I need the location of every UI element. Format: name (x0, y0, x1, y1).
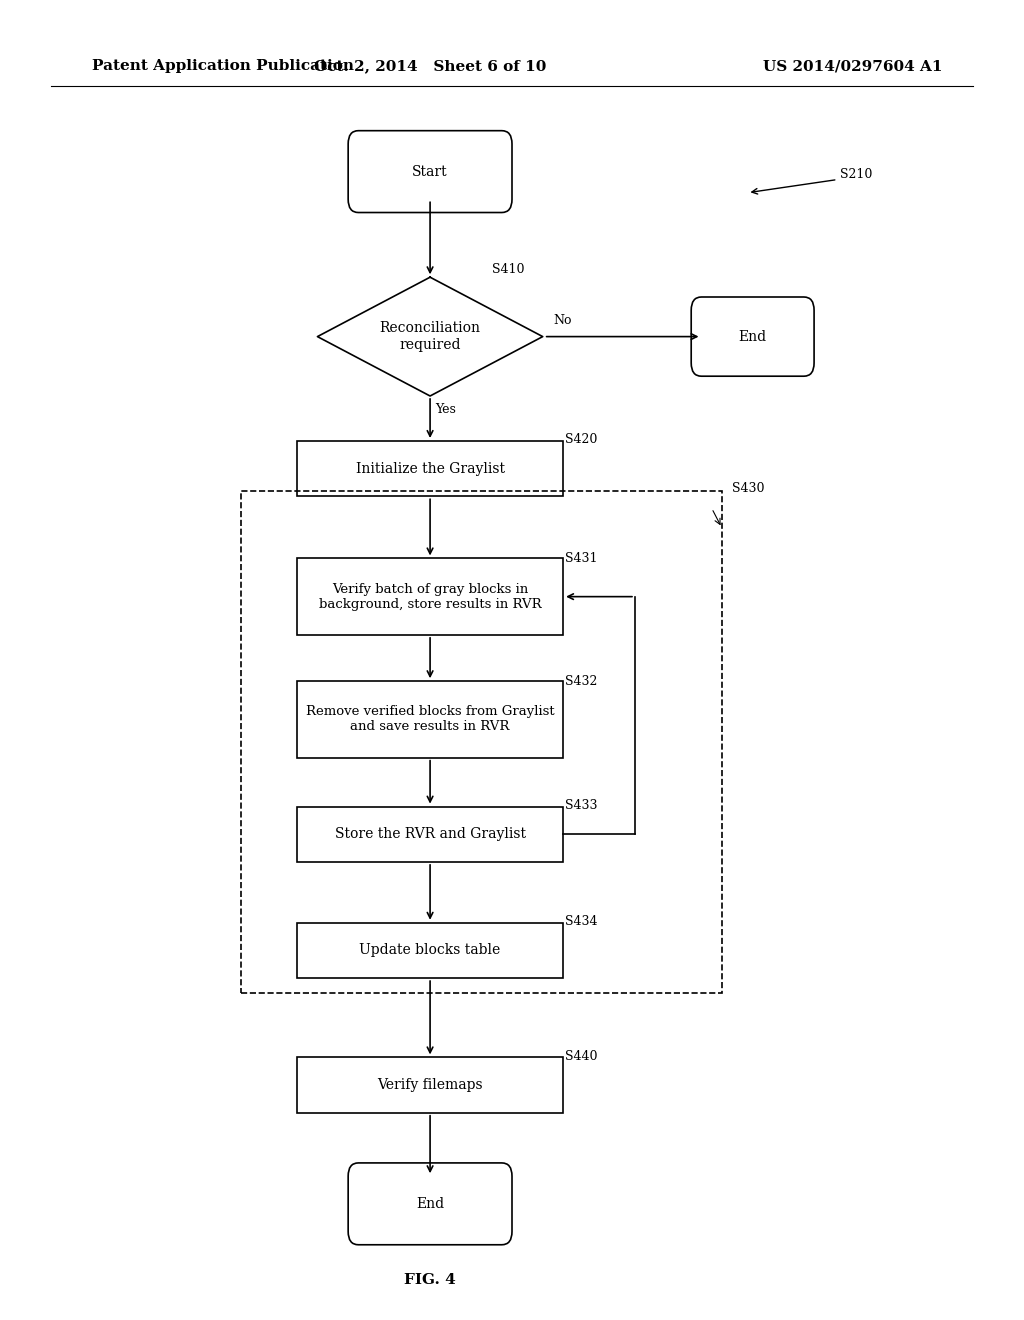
Text: Yes: Yes (435, 403, 456, 416)
Text: Start: Start (413, 165, 447, 178)
Text: S434: S434 (565, 915, 598, 928)
Text: Verify batch of gray blocks in
background, store results in RVR: Verify batch of gray blocks in backgroun… (318, 582, 542, 611)
Bar (297, 441, 563, 496)
Bar (241, 491, 722, 993)
Text: No: No (553, 314, 571, 327)
Text: FIG. 4: FIG. 4 (404, 1274, 456, 1287)
Text: S431: S431 (565, 552, 598, 565)
Text: S432: S432 (565, 675, 598, 688)
Text: End: End (738, 330, 767, 343)
Text: Remove verified blocks from Graylist
and save results in RVR: Remove verified blocks from Graylist and… (306, 705, 554, 734)
Bar (297, 1057, 563, 1113)
Text: S420: S420 (565, 433, 598, 446)
Text: Patent Application Publication: Patent Application Publication (92, 59, 354, 74)
FancyBboxPatch shape (348, 131, 512, 213)
Text: Initialize the Graylist: Initialize the Graylist (355, 462, 505, 475)
Bar (297, 923, 563, 978)
FancyBboxPatch shape (691, 297, 814, 376)
Text: End: End (416, 1197, 444, 1210)
Text: S210: S210 (840, 168, 872, 181)
Text: S433: S433 (565, 799, 598, 812)
Bar (297, 681, 563, 758)
Text: US 2014/0297604 A1: US 2014/0297604 A1 (763, 59, 942, 74)
Text: Verify filemaps: Verify filemaps (377, 1078, 483, 1092)
Text: Update blocks table: Update blocks table (359, 944, 501, 957)
Text: S430: S430 (732, 482, 765, 495)
Text: Oct. 2, 2014   Sheet 6 of 10: Oct. 2, 2014 Sheet 6 of 10 (314, 59, 546, 74)
Text: Store the RVR and Graylist: Store the RVR and Graylist (335, 828, 525, 841)
FancyBboxPatch shape (348, 1163, 512, 1245)
Text: Reconciliation
required: Reconciliation required (380, 322, 480, 351)
Bar (297, 807, 563, 862)
Text: S410: S410 (492, 263, 524, 276)
Text: S440: S440 (565, 1049, 598, 1063)
Bar (297, 558, 563, 635)
